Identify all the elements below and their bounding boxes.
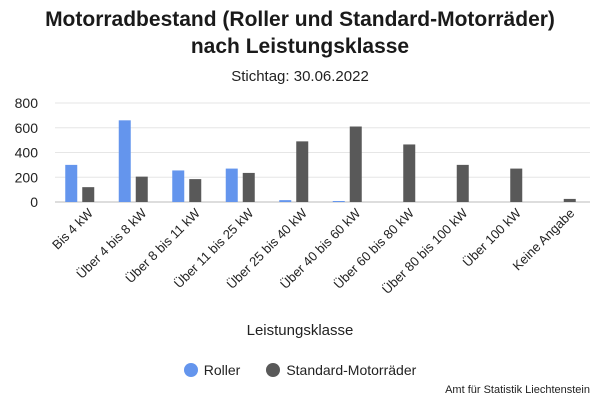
bar-standard: [296, 141, 309, 202]
y-tick-label: 400: [15, 145, 39, 161]
bar-roller: [332, 201, 345, 202]
legend: Roller Standard-Motorräder: [0, 362, 600, 378]
legend-marker-standard: [266, 363, 281, 377]
bar-standard: [403, 144, 416, 202]
y-tick-label: 600: [15, 120, 39, 136]
legend-item-standard[interactable]: Standard-Motorräder: [266, 362, 416, 378]
bar-standard: [242, 172, 255, 202]
bar-roller: [65, 164, 78, 202]
x-axis-label: Leistungsklasse: [246, 322, 354, 339]
bar-standard: [349, 126, 362, 202]
legend-label-roller: Roller: [203, 362, 241, 378]
legend-marker-roller: [183, 363, 198, 377]
chart-title: Motorradbestand (Roller und Standard-Mot…: [0, 6, 600, 60]
chart-title-line1: Motorradbestand (Roller und Standard-Mot…: [45, 8, 555, 31]
bar-roller: [172, 170, 185, 202]
bar-roller: [118, 120, 131, 202]
chart-subtitle: Stichtag: 30.06.2022: [231, 68, 369, 85]
bar-standard: [135, 176, 148, 202]
bar-roller: [225, 168, 238, 202]
y-tick-label: 800: [15, 95, 39, 111]
bar-standard: [563, 198, 576, 202]
chart-title-line2: nach Leistungsklasse: [190, 35, 410, 58]
bar-standard: [82, 187, 95, 202]
x-tick-label: Bis 4 kW: [49, 205, 96, 252]
bar-roller: [279, 200, 292, 202]
bar-standard: [189, 179, 202, 202]
y-tick-label: 200: [15, 169, 39, 185]
bar-standard: [456, 164, 469, 202]
source-credit: Amt für Statistik Liechtenstein: [445, 384, 590, 396]
y-tick-label: 0: [30, 194, 38, 210]
legend-item-roller[interactable]: Roller: [183, 362, 241, 378]
legend-label-standard: Standard-Motorräder: [286, 362, 417, 378]
bar-standard: [510, 168, 523, 202]
